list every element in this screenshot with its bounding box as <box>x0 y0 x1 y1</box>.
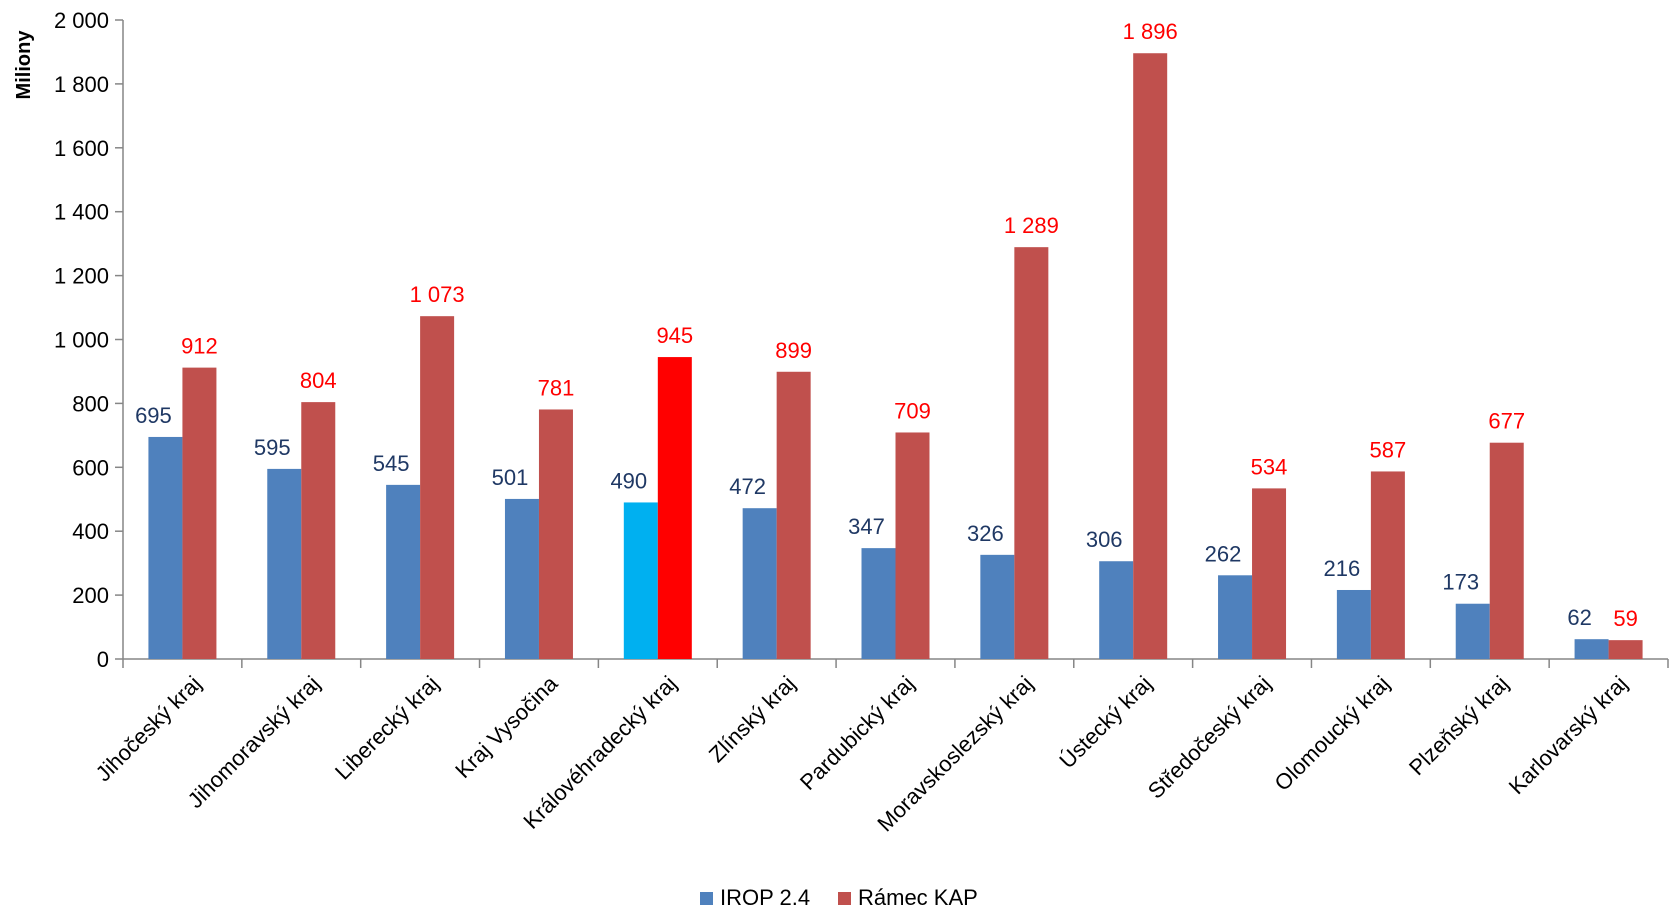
data-label: 677 <box>1488 409 1525 434</box>
data-label: 912 <box>181 334 218 359</box>
bars <box>148 53 1643 660</box>
y-axis-label: Miliony <box>13 30 35 100</box>
y-tick-label: 200 <box>72 583 109 608</box>
bar-ramec-kap <box>1370 471 1405 659</box>
legend-label: IROP 2.4 <box>720 885 810 910</box>
category-label: Středočeský kraj <box>1143 671 1276 804</box>
data-labels: 695 912 595 804 545 1 073 501 781 490 945 472 899 34… <box>135 19 1638 631</box>
bar-irop <box>1099 561 1134 659</box>
bar-irop <box>623 502 658 659</box>
bar-ramec-kap <box>1252 488 1287 659</box>
category-label: Jihomoravský kraj <box>183 671 325 813</box>
data-label: 501 <box>492 465 529 490</box>
data-label: 472 <box>729 474 766 499</box>
y-tick-label: 1 600 <box>54 136 109 161</box>
category-label: Kraj Vysočina <box>450 670 563 783</box>
bar-irop <box>386 484 421 659</box>
bar-ramec-kap <box>1014 247 1049 660</box>
bar-ramec-kap <box>776 371 811 659</box>
data-label: 1 289 <box>1004 213 1059 238</box>
bar-ramec-kap <box>1608 640 1643 659</box>
category-label: Karlovarský kraj <box>1504 671 1632 799</box>
bar-irop <box>1336 589 1371 659</box>
legend: IROP 2.4 Rámec KAP <box>700 885 978 910</box>
data-label: 1 896 <box>1123 19 1178 44</box>
category-label: Pardubický kraj <box>795 671 919 795</box>
data-label: 173 <box>1442 570 1479 595</box>
data-label: 62 <box>1567 605 1591 630</box>
y-tick-label: 600 <box>72 455 109 480</box>
bar-irop <box>1455 603 1490 659</box>
bar-irop <box>742 508 777 659</box>
bar-irop <box>1574 639 1609 659</box>
category-label: Jihočeský kraj <box>91 671 206 786</box>
data-label: 534 <box>1251 454 1288 479</box>
category-label: Ústecký kraj <box>1054 671 1156 773</box>
bar-irop <box>861 548 896 659</box>
legend-swatch <box>838 892 851 905</box>
bar-irop <box>980 554 1015 659</box>
category-label: Zlínský kraj <box>704 671 800 767</box>
category-label: Liberecký kraj <box>330 671 444 785</box>
bar-ramec-kap <box>538 409 573 659</box>
y-tick-label: 800 <box>72 391 109 416</box>
bar-irop <box>267 468 302 659</box>
bar-ramec-kap <box>301 402 336 659</box>
y-tick-label: 0 <box>97 647 109 672</box>
data-label: 587 <box>1370 437 1407 462</box>
data-label: 695 <box>135 403 172 428</box>
data-label: 595 <box>254 435 291 460</box>
data-label: 59 <box>1613 606 1637 631</box>
legend-swatch <box>700 892 713 905</box>
y-tick-label: 1 800 <box>54 72 109 97</box>
bar-ramec-kap <box>1133 53 1168 659</box>
bar-irop <box>504 498 539 659</box>
x-axis <box>122 658 1669 668</box>
category-label: Plzeňský kraj <box>1404 671 1513 780</box>
data-label: 545 <box>373 451 410 476</box>
bar-ramec-kap <box>420 316 455 659</box>
legend-label: Rámec KAP <box>858 885 978 910</box>
y-tick-label: 2 000 <box>54 8 109 33</box>
data-label: 216 <box>1324 556 1361 581</box>
bar-ramec-kap <box>895 432 930 659</box>
y-tick-label: 1 400 <box>54 200 109 225</box>
data-label: 945 <box>656 323 693 348</box>
bar-irop <box>1218 575 1253 659</box>
data-label: 326 <box>967 521 1004 546</box>
y-axis: 0 200 400 600 800 1 000 1 200 1 400 1 600 1 800 2 … <box>54 8 124 672</box>
y-tick-label: 1 000 <box>54 328 109 353</box>
y-tick-label: 400 <box>72 519 109 544</box>
bar-irop <box>148 436 183 659</box>
bar-ramec-kap <box>1489 442 1524 659</box>
data-label: 490 <box>610 468 647 493</box>
data-label: 781 <box>538 375 575 400</box>
category-label: Olomoucký kraj <box>1270 671 1395 796</box>
data-label: 804 <box>300 368 337 393</box>
y-tick-label: 1 200 <box>54 264 109 289</box>
data-label: 709 <box>894 398 931 423</box>
data-label: 347 <box>848 514 885 539</box>
data-label: 1 073 <box>410 282 465 307</box>
bar-ramec-kap <box>182 367 217 659</box>
data-label: 899 <box>775 338 812 363</box>
data-label: 306 <box>1086 527 1123 552</box>
bar-ramec-kap <box>657 357 692 659</box>
data-label: 262 <box>1205 541 1242 566</box>
